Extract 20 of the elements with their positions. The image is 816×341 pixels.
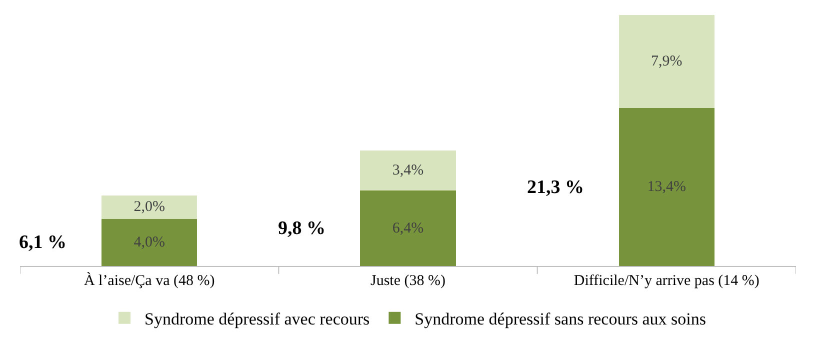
data-label: 4,0% [134, 234, 165, 250]
data-label: 3,4% [392, 162, 424, 179]
x-tick-label: Difficile/N’y arrive pas (14 %) [574, 273, 760, 289]
total-label: 6,1 % [19, 232, 66, 253]
data-label: 7,9% [651, 54, 682, 70]
bar [101, 195, 198, 219]
data-label: 13,4% [647, 179, 686, 196]
x-tick-label: À l’aise/Ça va (48 %) [84, 272, 215, 289]
x-tick-label: Juste (38 %) [370, 273, 446, 289]
total-label: 9,8 % [278, 218, 326, 239]
legend-label: Syndrome dépressif avec recours [144, 310, 370, 328]
legend-label: Syndrome dépressif sans recours aux soins [414, 310, 706, 328]
total-label: 21,3 % [527, 177, 584, 198]
data-label: 6,4% [392, 220, 424, 236]
bar [101, 218, 198, 266]
bar [618, 108, 715, 266]
data-label: 2,0% [134, 199, 165, 216]
bar [360, 190, 456, 266]
bar [618, 15, 715, 108]
bar [360, 150, 456, 191]
